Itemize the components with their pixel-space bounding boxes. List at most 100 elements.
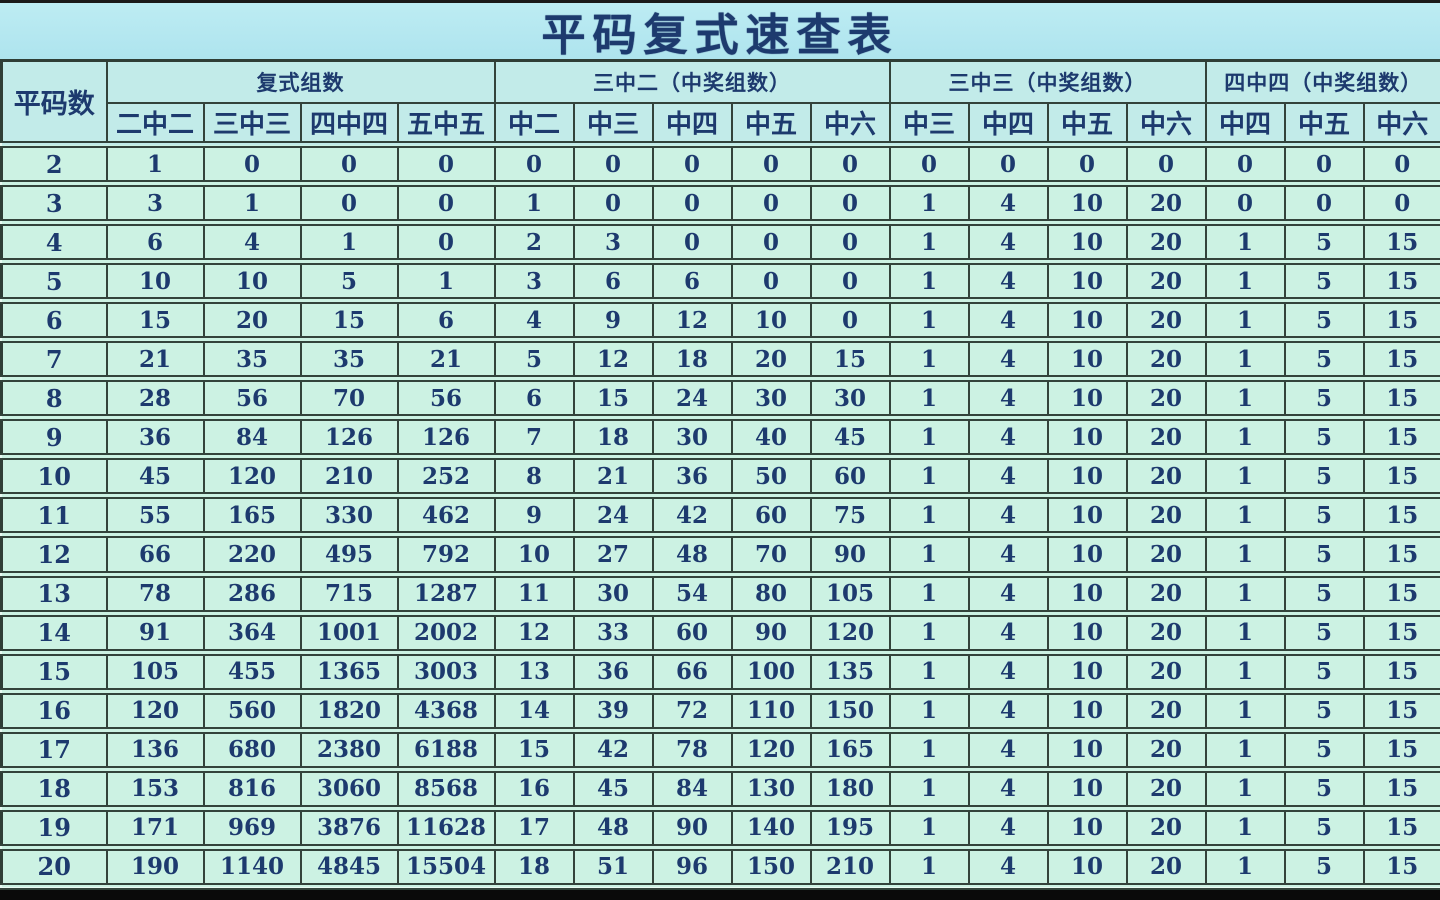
value-cell: 60	[809, 453, 891, 500]
value-cell: 13	[493, 648, 575, 695]
value-cell: 4	[967, 648, 1049, 695]
value-cell: 72	[651, 687, 733, 734]
table-row: 8 28 56 70 56 6 15 24 30 30 1 4 10 20 1 5 15	[0, 375, 1440, 422]
value-cell: 1	[888, 336, 970, 383]
reference-table: 平码数 复式组数 三中二（中奖组数） 三中三（中奖组数） 四中四（中奖组数） 二…	[0, 59, 1440, 891]
value-cell: 4	[967, 375, 1049, 422]
value-cell: 12	[651, 297, 733, 344]
row-number-cell: 20	[0, 843, 108, 891]
value-cell: 0	[1362, 180, 1440, 227]
table-row: 20 190 1140 4845 15504 18 51 96 150 210 1 4 10 20 1 5 15	[0, 843, 1440, 891]
column-group-3zhong2: 三中二（中奖组数）	[493, 59, 891, 104]
row-number-cell: 10	[0, 453, 108, 500]
value-cell: 10	[1046, 609, 1128, 656]
value-cell: 28	[105, 375, 205, 422]
value-cell: 5	[1283, 453, 1365, 500]
value-cell: 90	[651, 804, 733, 851]
table-row: 17 136 680 2380 6188 15 42 78 120 165 1 4 10 20 1 5 15	[0, 726, 1440, 773]
value-cell: 150	[730, 843, 812, 891]
value-cell: 10	[1046, 726, 1128, 773]
value-cell: 0	[651, 219, 733, 266]
value-cell: 20	[1125, 297, 1207, 344]
value-cell: 15	[1362, 687, 1440, 734]
value-cell: 0	[1362, 140, 1440, 188]
value-cell: 18	[651, 336, 733, 383]
value-cell: 16	[493, 765, 575, 812]
value-cell: 110	[730, 687, 812, 734]
value-cell: 18	[572, 414, 654, 461]
value-cell: 11628	[396, 804, 496, 851]
value-cell: 5	[1283, 492, 1365, 539]
value-cell: 190	[105, 843, 205, 891]
value-cell: 153	[105, 765, 205, 812]
value-cell: 15	[299, 297, 399, 344]
value-cell: 15	[1362, 648, 1440, 695]
table-row: 18 153 816 3060 8568 16 45 84 130 180 1 4 10 20 1 5 15	[0, 765, 1440, 812]
column-header: 中四	[967, 101, 1049, 146]
value-cell: 20	[1125, 375, 1207, 422]
value-cell: 20	[202, 297, 302, 344]
value-cell: 10	[1046, 414, 1128, 461]
value-cell: 15	[1362, 570, 1440, 617]
value-cell: 35	[202, 336, 302, 383]
table-row: 14 91 364 1001 2002 12 33 60 90 120 1 4 10 20 1 5 15	[0, 609, 1440, 656]
value-cell: 1	[1204, 843, 1286, 891]
value-cell: 1820	[299, 687, 399, 734]
value-cell: 462	[396, 492, 496, 539]
bottom-black-band	[0, 890, 1440, 900]
value-cell: 20	[1125, 492, 1207, 539]
value-cell: 75	[809, 492, 891, 539]
value-cell: 5	[1283, 219, 1365, 266]
value-cell: 20	[1125, 414, 1207, 461]
value-cell: 6	[105, 219, 205, 266]
value-cell: 24	[651, 375, 733, 422]
value-cell: 0	[1283, 180, 1365, 227]
value-cell: 3	[105, 180, 205, 227]
value-cell: 4	[967, 843, 1049, 891]
value-cell: 1	[888, 531, 970, 578]
value-cell: 1	[1204, 804, 1286, 851]
table-row: 4 6 4 1 0 2 3 0 0 0 1 4 10 20 1 5 15	[0, 219, 1440, 266]
table-row: 9 36 84 126 126 7 18 30 40 45 1 4 10 20 1 5 15	[0, 414, 1440, 461]
value-cell: 4	[967, 531, 1049, 578]
value-cell: 126	[396, 414, 496, 461]
table-body: 2 1 0 0 0 0 0 0 0 0 0 0 0 0 0 0 0 3 3 1 0 0 1 0 0 0 0 1 4 10 20 0 0 0 4 6 4 1…	[0, 140, 1440, 891]
value-cell: 36	[105, 414, 205, 461]
value-cell: 4	[967, 726, 1049, 773]
value-cell: 10	[1046, 258, 1128, 305]
value-cell: 1	[888, 414, 970, 461]
value-cell: 78	[105, 570, 205, 617]
value-cell: 5	[1283, 804, 1365, 851]
value-cell: 15	[1362, 375, 1440, 422]
value-cell: 0	[299, 180, 399, 227]
value-cell: 3876	[299, 804, 399, 851]
column-header: 中五	[730, 101, 812, 146]
value-cell: 130	[730, 765, 812, 812]
value-cell: 1	[1204, 453, 1286, 500]
value-cell: 1	[299, 219, 399, 266]
value-cell: 1140	[202, 843, 302, 891]
value-cell: 4	[202, 219, 302, 266]
value-cell: 1	[888, 843, 970, 891]
value-cell: 0	[730, 219, 812, 266]
row-number-cell: 15	[0, 648, 108, 695]
value-cell: 30	[809, 375, 891, 422]
value-cell: 1	[1204, 765, 1286, 812]
value-cell: 1	[1204, 648, 1286, 695]
group-header-row: 平码数 复式组数 三中二（中奖组数） 三中三（中奖组数） 四中四（中奖组数）	[0, 59, 1440, 146]
column-header: 中二	[493, 101, 575, 146]
table-row: 16 120 560 1820 4368 14 39 72 110 150 1 4 10 20 1 5 15	[0, 687, 1440, 734]
value-cell: 1	[1204, 570, 1286, 617]
value-cell: 4	[967, 219, 1049, 266]
value-cell: 36	[572, 648, 654, 695]
value-cell: 1	[1204, 375, 1286, 422]
value-cell: 15	[105, 297, 205, 344]
value-cell: 3	[572, 219, 654, 266]
row-number-cell: 6	[0, 297, 108, 344]
value-cell: 15	[1362, 726, 1440, 773]
column-group-fushi: 复式组数	[105, 59, 496, 104]
value-cell: 70	[299, 375, 399, 422]
value-cell: 4	[967, 336, 1049, 383]
value-cell: 20	[730, 336, 812, 383]
